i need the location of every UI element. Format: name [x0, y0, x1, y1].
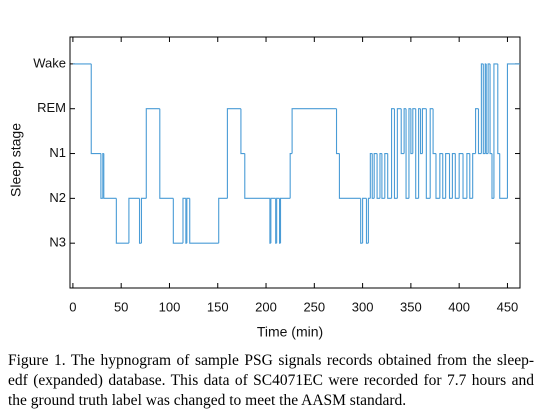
hypnogram-step	[138, 198, 142, 244]
hypnogram-step	[405, 108, 409, 199]
hypnogram-step	[103, 153, 117, 199]
hypnogram-step	[454, 153, 460, 199]
hypnogram-step	[432, 108, 436, 155]
hypnogram-step	[472, 152, 476, 199]
hypnogram-step	[421, 108, 427, 154]
hypnogram-step	[182, 197, 186, 244]
hypnogram-step	[186, 197, 190, 244]
y-tick-label: N3	[49, 235, 66, 250]
x-tick-label: 450	[497, 299, 519, 314]
hypnogram-step	[435, 153, 440, 199]
hypnogram-step	[458, 152, 464, 199]
hypnogram-step	[412, 108, 416, 154]
hypnogram-step	[448, 153, 453, 199]
hypnogram-step	[391, 108, 395, 199]
y-axis-label: Sleep stage	[8, 123, 24, 197]
hypnogram-step	[408, 108, 411, 199]
hypnogram-step	[387, 153, 392, 199]
hypnogram-step	[369, 152, 373, 199]
hypnogram-step	[480, 63, 484, 154]
hypnogram-step	[100, 153, 103, 199]
hypnogram-step	[128, 197, 140, 244]
hypnogram-step	[371, 153, 375, 199]
hypnogram-step	[379, 152, 382, 199]
hypnogram-step	[418, 108, 421, 199]
hypnogram-step	[276, 197, 280, 244]
hypnogram-step	[172, 198, 183, 244]
x-axis-label: Time (min)	[257, 324, 323, 340]
hypnogram-step	[244, 153, 270, 199]
hypnogram-step	[451, 152, 456, 199]
hypnogram-step	[396, 108, 402, 199]
hypnogram-step	[218, 197, 228, 244]
hypnogram-step	[429, 108, 434, 199]
hypnogram-step	[482, 63, 486, 155]
hypnogram-step	[115, 198, 129, 244]
hypnogram-step	[384, 152, 388, 199]
caption: Figure 1. The hypnogram of sample PSG si…	[8, 352, 534, 409]
hypnogram-step	[289, 152, 293, 199]
hypnogram-step	[189, 198, 219, 244]
hypnogram-step	[376, 153, 380, 199]
x-tick-label: 300	[352, 299, 374, 314]
hypnogram-step	[240, 108, 245, 155]
hypnogram-step	[487, 63, 491, 154]
hypnogram-step	[506, 63, 520, 199]
hypnogram-step	[373, 152, 378, 199]
hypnogram-step	[226, 108, 241, 199]
hypnogram-step	[270, 197, 276, 244]
x-tick-label: 100	[159, 299, 181, 314]
x-tick-label: 250	[303, 299, 325, 314]
y-tick-label: Wake	[33, 55, 66, 70]
hypnogram-step	[445, 152, 450, 199]
hypnogram-step	[362, 197, 367, 244]
x-tick-label: 50	[114, 299, 128, 314]
hypnogram-step	[403, 108, 407, 154]
hypnogram-step	[400, 108, 405, 155]
hypnogram-step	[485, 63, 489, 155]
hypnogram-step	[381, 153, 385, 199]
y-tick-label: N2	[49, 190, 66, 205]
hypnogram-step	[466, 152, 470, 199]
hypnogram-step	[493, 63, 498, 199]
x-tick-label: 150	[207, 299, 229, 314]
hypnogram-step	[291, 108, 337, 154]
hypnogram-step	[90, 63, 101, 155]
hypnogram-step	[365, 198, 369, 244]
y-tick-label: N1	[49, 145, 66, 160]
hypnogram-step	[367, 197, 371, 244]
x-tick-label: 350	[400, 299, 422, 314]
hypnogram-step	[159, 108, 174, 199]
hypnogram-step	[360, 198, 363, 244]
hypnogram-step	[410, 108, 413, 155]
hypnogram-step	[469, 153, 473, 199]
hypnogram-step	[491, 153, 494, 199]
hypnogram-step	[393, 108, 398, 199]
hypnogram-step	[415, 108, 419, 199]
hypnogram-step	[425, 108, 431, 199]
plot-frame	[69, 36, 521, 289]
hypnogram-step	[419, 108, 423, 155]
x-tick-label: 400	[448, 299, 470, 314]
hypnogram-step	[338, 153, 361, 199]
hypnogram-step	[279, 197, 291, 244]
x-tick-label: 200	[255, 299, 277, 314]
hypnogram-step	[462, 153, 467, 199]
hypnogram-step	[145, 108, 160, 199]
y-tick-label: REM	[37, 100, 66, 115]
hypnogram-step	[499, 153, 508, 199]
hypnogram-step	[335, 108, 340, 155]
hypnogram-step	[475, 108, 479, 154]
chart: Time (min) Sleep stage N3 N2 N1 REM Wake 0 50 1…	[8, 36, 521, 340]
hypnogram-step	[489, 63, 492, 155]
hypnogram-step	[497, 63, 500, 155]
x-tick-label: 0	[69, 299, 76, 314]
hypnogram-step	[140, 197, 147, 244]
hypnogram-step	[442, 153, 446, 199]
hypnogram-step	[477, 108, 482, 155]
hypnogram-step	[439, 152, 443, 199]
